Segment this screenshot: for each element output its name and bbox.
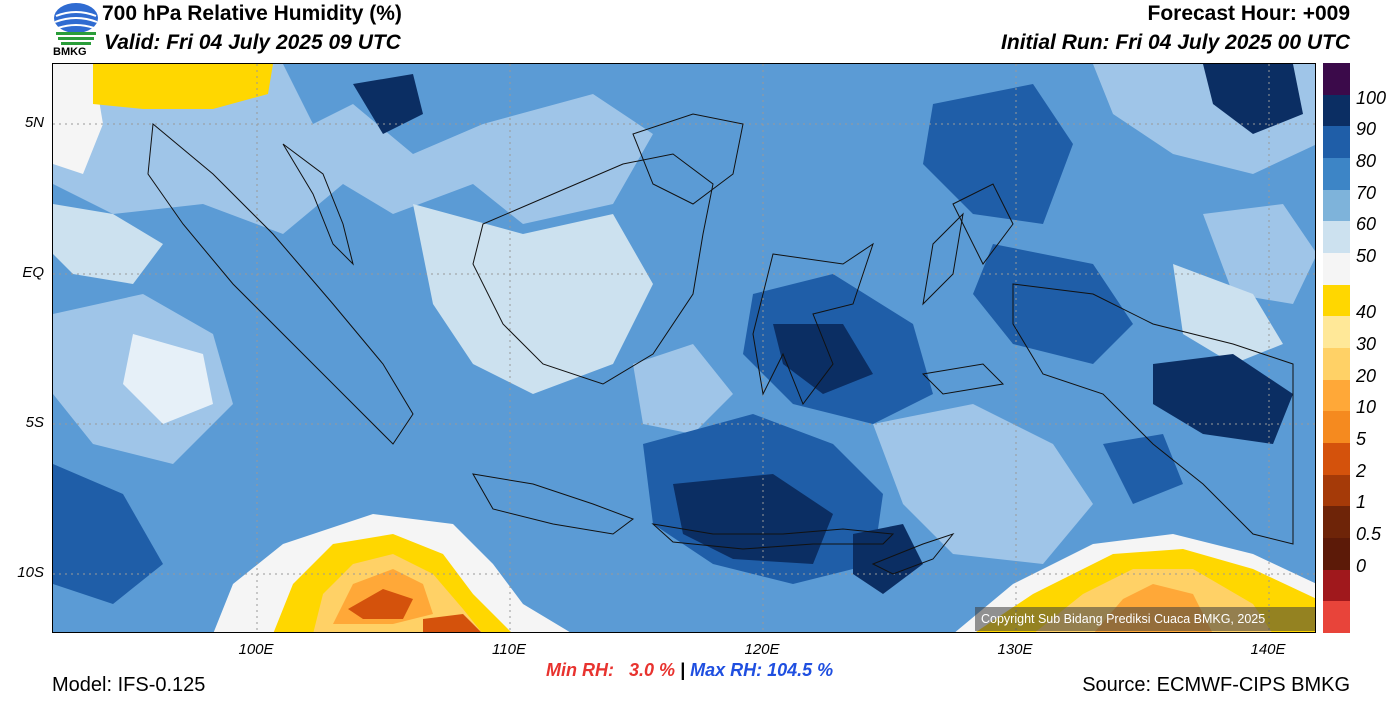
min-max-stats: Min RH: 3.0 % | Max RH: 104.5 %	[546, 660, 833, 681]
forecast-hour: Forecast Hour: +009	[1147, 2, 1351, 25]
lat-label-5n: 5N	[24, 114, 44, 131]
valid-time: Valid: Fri 04 July 2025 09 UTC	[104, 31, 401, 54]
colorbar-cell	[1323, 253, 1350, 286]
logo-text: BMKG	[53, 46, 87, 58]
colorbar-label: 30	[1356, 334, 1377, 354]
colorbar-label: 100	[1356, 87, 1387, 108]
lon-label-100e: 100E	[238, 641, 274, 658]
copyright-notice: Copyright Sub Bidang Prediksi Cuaca BMKG…	[975, 607, 1315, 631]
colorbar-label: 0	[1356, 555, 1367, 576]
colorbar-label: 40	[1356, 302, 1377, 323]
colorbar-label: 1	[1356, 492, 1367, 513]
colorbar-cell	[1323, 569, 1350, 602]
lon-label-120e: 120E	[744, 641, 780, 658]
colorbar-label: 5	[1356, 429, 1367, 449]
colorbar-cell	[1323, 443, 1350, 476]
stats-separator: |	[680, 660, 686, 680]
colorbar-label: 10	[1356, 397, 1377, 418]
colorbar-cell	[1323, 474, 1350, 507]
colorbar-label: 20	[1356, 365, 1377, 386]
colorbar-cell	[1323, 284, 1350, 317]
colorbar-label: 2	[1356, 460, 1367, 481]
colorbar-label: 80	[1356, 151, 1377, 171]
lat-label-10s: 10S	[17, 564, 44, 581]
lat-label-5s: 5S	[25, 414, 44, 431]
lon-label-110e: 110E	[492, 641, 526, 658]
colorbar-cell	[1323, 189, 1350, 222]
model-label: Model: IFS-0.125	[52, 674, 206, 696]
humidity-field	[53, 64, 1315, 632]
colorbar-label: 50	[1356, 246, 1377, 266]
min-rh: Min RH: 3.0 %	[546, 660, 676, 680]
colorbar-cell	[1323, 348, 1350, 381]
source-label: Source: ECMWF-CIPS BMKG	[1082, 674, 1350, 696]
chart-title: 700 hPa Relative Humidity (%)	[102, 2, 402, 25]
colorbar-label: 60	[1356, 214, 1377, 235]
colorbar-cell	[1323, 379, 1350, 412]
colorbar-label: 0.5	[1356, 524, 1382, 544]
initial-run: Initial Run: Fri 04 July 2025 00 UTC	[1001, 31, 1350, 54]
colorbar-cell	[1323, 538, 1350, 571]
colorbar-cell	[1323, 63, 1350, 96]
bmkg-logo: BMKG	[52, 2, 100, 60]
lon-label-140e: 140E	[1250, 641, 1286, 658]
lon-label-130e: 130E	[997, 641, 1033, 658]
max-rh: Max RH: 104.5 %	[690, 660, 834, 680]
colorbar-cell	[1323, 158, 1350, 191]
colorbar-cell	[1323, 94, 1350, 127]
humidity-map	[52, 63, 1316, 633]
colorbar	[1323, 63, 1350, 634]
colorbar-label: 90	[1356, 119, 1377, 140]
colorbar-cell	[1323, 411, 1350, 444]
colorbar-cell	[1323, 221, 1350, 254]
colorbar-cell	[1323, 126, 1350, 159]
colorbar-label: 70	[1356, 182, 1377, 203]
colorbar-cell	[1323, 506, 1350, 539]
lat-label-eq: EQ	[22, 264, 44, 281]
colorbar-cell	[1323, 601, 1350, 634]
colorbar-cell	[1323, 316, 1350, 349]
